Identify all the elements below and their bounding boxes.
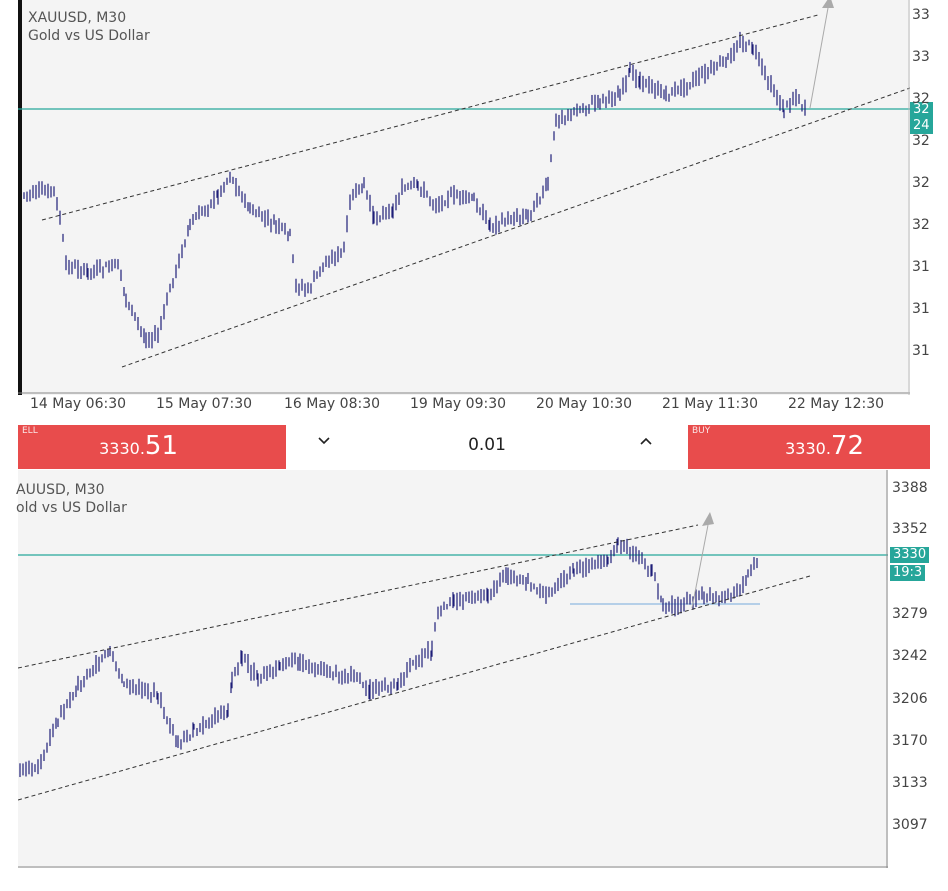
top-y-tick-label: 32 xyxy=(912,133,930,149)
top-x-tick-label: 22 May 12:30 xyxy=(788,396,885,412)
bottom-chart-canvas xyxy=(18,470,888,868)
bottom-y-tick-label: 3170 xyxy=(892,733,928,749)
bottom-chart[interactable]: AUUSD, M30 old vs US Dollar 3330 19:3 xyxy=(16,470,930,868)
top-symbol: XAUUSD, M30 xyxy=(28,10,127,26)
top-channel-lower xyxy=(121,87,910,368)
top-x-tick-label: 19 May 09:30 xyxy=(410,396,507,412)
top-chart[interactable]: XAUUSD, M30 Gold vs US Dollar 32 24 xyxy=(18,0,933,395)
trade-bar: ELL 3330.51 0.01 BUY 3330.72 xyxy=(18,425,930,469)
chevron-up-icon[interactable] xyxy=(638,433,654,454)
top-y-tick-label: 33 xyxy=(912,49,930,65)
top-channel-upper xyxy=(41,14,819,221)
bottom-projection-arrow xyxy=(691,524,709,609)
bottom-y-tick-label: 3206 xyxy=(892,691,928,707)
top-y-tick-label: 31 xyxy=(912,343,930,359)
bottom-y-tick-label: 3133 xyxy=(892,775,928,791)
volume-value[interactable]: 0.01 xyxy=(468,435,506,455)
bottom-price-tag-1: 3330 xyxy=(890,547,930,563)
volume-control: 0.01 xyxy=(286,425,688,469)
bottom-y-tick-label: 3388 xyxy=(892,480,928,496)
top-projection-arrowhead xyxy=(822,0,834,8)
bottom-symbol: AUUSD, M30 xyxy=(16,482,105,498)
top-price-tag-1: 32 xyxy=(910,102,933,118)
bottom-projection-arrowhead xyxy=(702,512,714,526)
top-chart-canvas xyxy=(18,0,910,395)
bottom-description: old vs US Dollar xyxy=(16,500,127,516)
buy-tag: BUY xyxy=(692,426,711,436)
bottom-channel-lower xyxy=(18,575,811,801)
bottom-y-tick-label: 3242 xyxy=(892,648,928,664)
top-x-tick-label: 15 May 07:30 xyxy=(156,396,253,412)
top-y-tick-label: 32 xyxy=(912,91,930,107)
top-y-tick-label: 32 xyxy=(912,175,930,191)
top-x-tick-label: 20 May 10:30 xyxy=(536,396,633,412)
top-y-tick-label: 32 xyxy=(912,217,930,233)
sell-button[interactable]: ELL 3330.51 xyxy=(18,425,286,469)
top-y-tick-label: 31 xyxy=(912,259,930,275)
sell-tag: ELL xyxy=(22,426,38,436)
top-y-tick-label: 31 xyxy=(912,301,930,317)
top-projection-arrow xyxy=(809,7,829,109)
bottom-y-tick-label: 3352 xyxy=(892,521,928,537)
chevron-down-icon[interactable] xyxy=(316,433,332,454)
top-x-tick-label: 21 May 11:30 xyxy=(662,396,759,412)
bottom-y-tick-label: 3279 xyxy=(892,606,928,622)
buy-button[interactable]: BUY 3330.72 xyxy=(688,425,930,469)
top-x-tick-label: 16 May 08:30 xyxy=(284,396,381,412)
bottom-y-tick-label: 3097 xyxy=(892,817,928,833)
top-y-tick-label: 33 xyxy=(912,7,930,23)
buy-price: 3330.72 xyxy=(785,431,864,461)
top-price-tag-2: 24 xyxy=(910,118,933,134)
top-x-tick-label: 14 May 06:30 xyxy=(30,396,127,412)
bottom-price-tag-2: 19:3 xyxy=(890,565,926,581)
bottom-channel-upper xyxy=(18,524,699,669)
sell-price: 3330.51 xyxy=(99,431,178,461)
top-description: Gold vs US Dollar xyxy=(28,28,150,44)
